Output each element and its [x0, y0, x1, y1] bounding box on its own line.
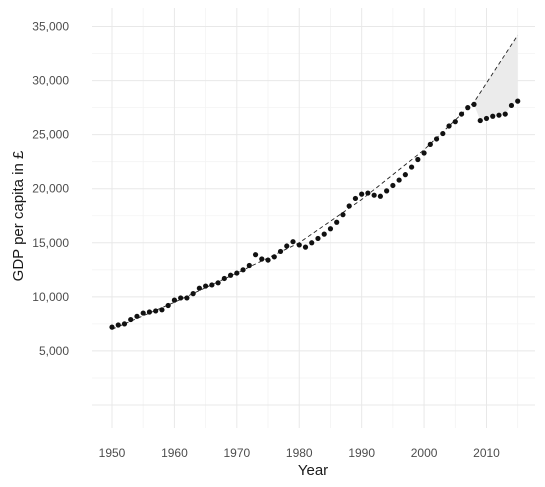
data-point: [246, 262, 252, 269]
data-point: [209, 282, 215, 288]
data-point: [396, 177, 402, 183]
x-tick-label: 2010: [473, 446, 500, 460]
data-point: [427, 141, 433, 147]
y-tick-label: 25,000: [32, 128, 69, 142]
data-point: [371, 192, 377, 198]
data-point: [508, 102, 515, 109]
data-point: [502, 111, 508, 117]
data-point: [265, 257, 271, 263]
data-point: [490, 113, 496, 119]
data-point: [134, 313, 140, 319]
data-point: [215, 280, 221, 286]
x-tick-label: 2000: [411, 446, 438, 460]
y-tick-label: 30,000: [32, 74, 69, 88]
x-axis-tick-labels: 1950 1960 1970 1980 1990 2000 2010: [99, 446, 501, 460]
data-point: [165, 302, 171, 309]
data-point: [458, 111, 465, 117]
data-point: [190, 291, 196, 297]
y-tick-label: 20,000: [32, 182, 69, 196]
data-point: [115, 322, 121, 328]
data-point: [309, 240, 315, 246]
data-points-layer: [109, 98, 521, 330]
data-point: [465, 105, 471, 111]
data-point: [471, 101, 477, 107]
data-point: [171, 297, 178, 303]
data-point: [384, 188, 390, 194]
data-point: [452, 119, 458, 125]
data-point: [271, 254, 277, 260]
data-point: [440, 130, 446, 137]
data-point: [196, 285, 202, 291]
x-tick-label: 1990: [348, 446, 375, 460]
data-point: [252, 252, 259, 258]
data-point: [321, 231, 327, 237]
data-point: [240, 267, 246, 273]
data-point: [284, 243, 290, 249]
data-point: [409, 164, 415, 170]
data-point: [402, 172, 408, 178]
data-point: [315, 235, 321, 242]
data-point: [390, 182, 396, 189]
x-tick-label: 1970: [223, 446, 250, 460]
data-point: [290, 239, 296, 245]
data-point: [515, 98, 521, 104]
data-point: [477, 117, 483, 124]
gap-shading-layer: [474, 35, 518, 121]
y-tick-label: 10,000: [32, 290, 69, 304]
data-point: [446, 123, 452, 129]
data-point: [296, 242, 302, 248]
x-tick-label: 1950: [99, 446, 126, 460]
data-point: [109, 324, 115, 330]
data-point: [352, 195, 359, 202]
data-point: [433, 136, 440, 142]
y-axis-tick-labels: 5,000 10,000 15,000 20,000 25,000 30,000 35,00…: [32, 20, 69, 358]
x-axis-title: Year: [298, 462, 328, 479]
gap-area: [474, 35, 518, 121]
data-point: [146, 309, 153, 315]
y-axis-title: GDP per capita in £: [10, 150, 27, 281]
data-point: [340, 212, 346, 218]
x-tick-label: 1960: [161, 446, 188, 460]
data-point: [483, 115, 490, 122]
data-point: [140, 310, 146, 316]
data-point: [159, 307, 165, 313]
data-point: [496, 112, 502, 118]
y-tick-label: 5,000: [39, 344, 69, 358]
data-point: [178, 295, 184, 301]
data-point: [327, 226, 334, 232]
data-point: [203, 283, 209, 289]
x-tick-label: 1980: [286, 446, 313, 460]
data-point: [415, 156, 421, 163]
y-tick-label: 35,000: [32, 20, 69, 34]
data-point: [302, 244, 309, 250]
data-point: [121, 321, 128, 327]
minor-gridlines: [92, 8, 535, 428]
data-point: [153, 308, 159, 314]
data-point: [365, 190, 371, 196]
data-point: [227, 272, 234, 278]
data-point: [221, 275, 227, 282]
data-point: [421, 150, 427, 156]
data-point: [346, 203, 352, 209]
data-point: [184, 295, 190, 301]
data-point: [128, 316, 134, 323]
data-point: [377, 193, 383, 199]
data-point: [334, 219, 340, 225]
data-point: [234, 270, 240, 276]
data-point: [259, 256, 265, 262]
y-tick-label: 15,000: [32, 236, 69, 250]
data-point: [359, 191, 365, 197]
data-point: [277, 248, 284, 255]
